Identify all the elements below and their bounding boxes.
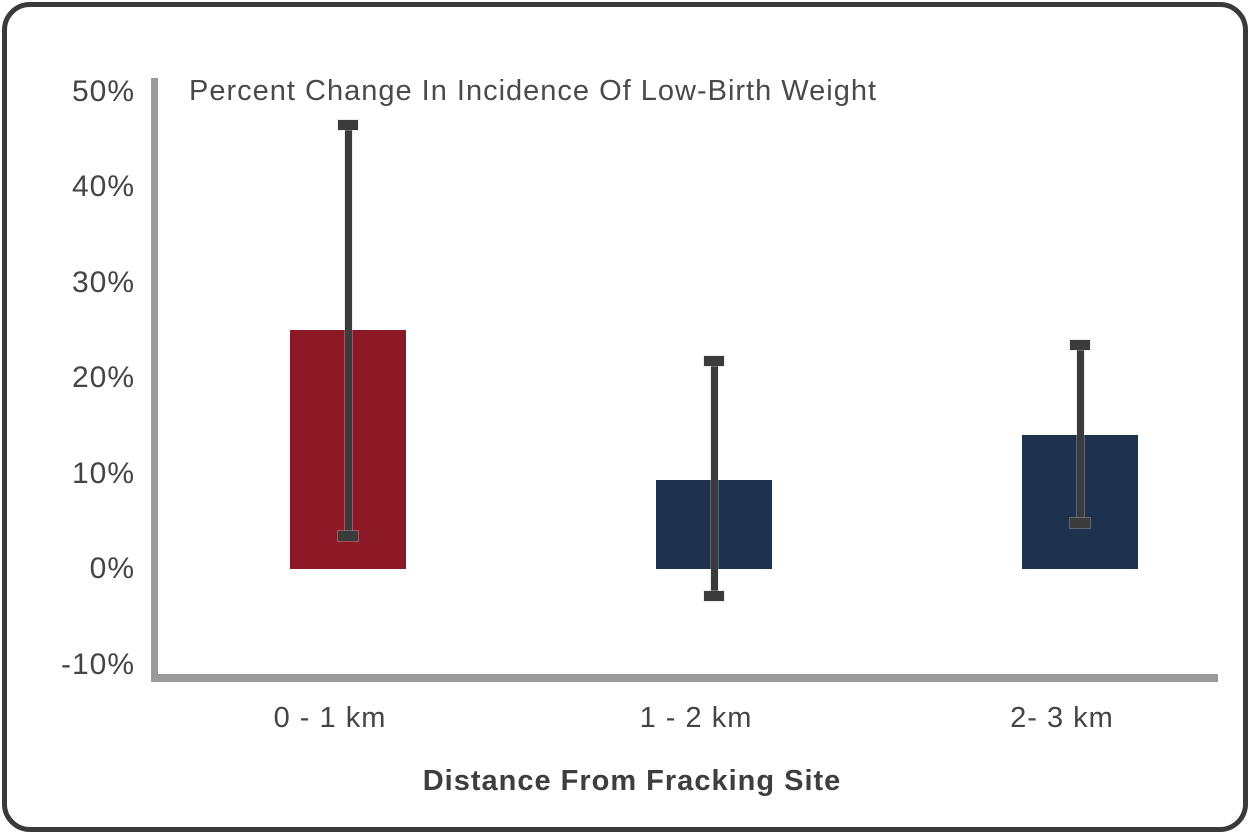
y-tick-label: 0% (89, 552, 135, 585)
error-bar-cap (338, 530, 358, 541)
error-bar-cap (338, 119, 358, 130)
y-axis-line (151, 78, 158, 682)
y-tick-label: 10% (71, 456, 135, 490)
x-axis-title: Distance From Fracking Site (422, 765, 842, 797)
error-bar-line (1076, 344, 1084, 524)
error-bar-cap (1070, 518, 1090, 529)
x-category-label: 1 - 2 km (639, 702, 753, 734)
chart-title: Percent Change In Incidence Of Low-Birth… (189, 75, 878, 107)
y-tick-label: 50% (71, 74, 135, 108)
y-tick-label: -10% (60, 647, 135, 681)
error-bar-cap (704, 355, 724, 366)
error-bar-cap (1070, 339, 1090, 350)
x-category-label: 2- 3 km (1010, 702, 1114, 734)
y-tick-label: 20% (71, 361, 135, 394)
y-tick-label: 40% (71, 170, 135, 203)
error-bar-cap (704, 590, 724, 601)
x-axis-line (151, 674, 1218, 682)
error-bar-line (710, 360, 718, 596)
error-bar-line (344, 124, 352, 536)
y-tick-label: 30% (71, 265, 135, 299)
x-category-label: 0 - 1 km (273, 702, 387, 734)
